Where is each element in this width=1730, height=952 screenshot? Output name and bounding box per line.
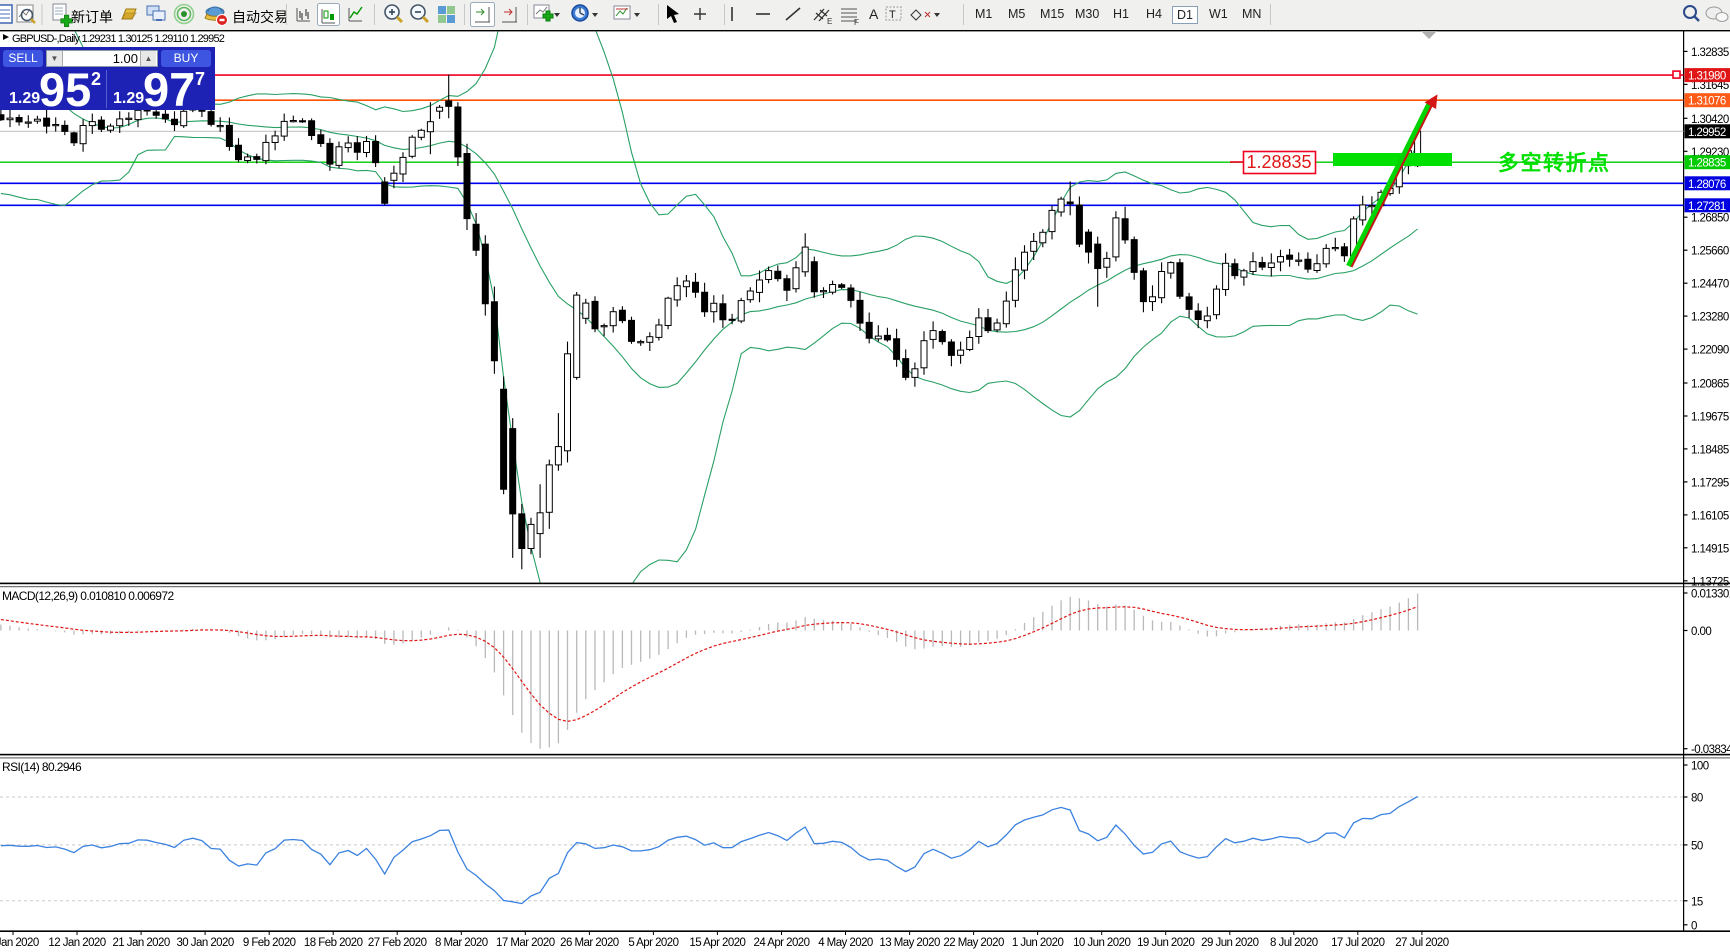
svg-text:26 Mar 2020: 26 Mar 2020: [560, 937, 619, 949]
svg-text:1.24470: 1.24470: [1691, 279, 1729, 291]
svg-text:19 Jun 2020: 19 Jun 2020: [1137, 937, 1194, 949]
svg-text:1.13725: 1.13725: [1691, 576, 1729, 588]
svg-text:MACD(12,26,9) 0.010810 0.00697: MACD(12,26,9) 0.010810 0.006972: [2, 589, 174, 603]
svg-text:1.22090: 1.22090: [1691, 345, 1729, 357]
svg-text:1.20865: 1.20865: [1691, 379, 1729, 391]
svg-text:15: 15: [1691, 896, 1703, 908]
svg-text:多空转折点: 多空转折点: [1498, 151, 1611, 175]
svg-text:1.32835: 1.32835: [1691, 47, 1729, 59]
svg-text:4 May 2020: 4 May 2020: [818, 937, 873, 949]
svg-text:27 Jul 2020: 27 Jul 2020: [1395, 937, 1449, 949]
svg-text:29 Jun 2020: 29 Jun 2020: [1201, 937, 1258, 949]
svg-text:1.28835: 1.28835: [1246, 152, 1311, 172]
svg-text:GBPUSD-,Daily 1.29231 1.30125: GBPUSD-,Daily 1.29231 1.30125 1.29110 1.…: [12, 33, 225, 45]
svg-text:15 Apr 2020: 15 Apr 2020: [689, 937, 745, 949]
svg-text:17 Mar 2020: 17 Mar 2020: [496, 937, 555, 949]
svg-text:1.23280: 1.23280: [1691, 312, 1729, 324]
svg-text:2 Jan 2020: 2 Jan 2020: [0, 937, 39, 949]
svg-text:F: F: [854, 18, 859, 27]
svg-text:8 Jul 2020: 8 Jul 2020: [1270, 937, 1318, 949]
svg-text:0.00: 0.00: [1691, 626, 1711, 638]
svg-text:9 Feb 2020: 9 Feb 2020: [243, 937, 296, 949]
svg-text:1.18485: 1.18485: [1691, 444, 1729, 456]
svg-text:1.28076: 1.28076: [1688, 179, 1726, 191]
svg-text:1.26850: 1.26850: [1691, 213, 1729, 225]
svg-text:27 Feb 2020: 27 Feb 2020: [368, 937, 427, 949]
svg-text:80: 80: [1691, 793, 1703, 805]
svg-text:1.17295: 1.17295: [1691, 477, 1729, 489]
svg-text:1.29952: 1.29952: [1688, 127, 1726, 139]
svg-text:1.31076: 1.31076: [1688, 96, 1726, 108]
svg-text:13 May 2020: 13 May 2020: [879, 937, 940, 949]
svg-text:1.16105: 1.16105: [1691, 510, 1729, 522]
svg-text:12 Jan 2020: 12 Jan 2020: [48, 937, 105, 949]
svg-text:1.30420: 1.30420: [1691, 114, 1729, 126]
svg-text:1.29230: 1.29230: [1691, 147, 1729, 159]
svg-text:24 Apr 2020: 24 Apr 2020: [754, 937, 810, 949]
svg-text:18 Feb 2020: 18 Feb 2020: [304, 937, 363, 949]
svg-text:T: T: [889, 9, 896, 21]
svg-text:1 Jun 2020: 1 Jun 2020: [1012, 937, 1064, 949]
svg-text:1.31645: 1.31645: [1691, 80, 1729, 92]
svg-text:RSI(14) 80.2946: RSI(14) 80.2946: [2, 760, 82, 774]
svg-text:1.28835: 1.28835: [1688, 158, 1726, 170]
svg-text:1.19675: 1.19675: [1691, 412, 1729, 424]
svg-text:30 Jan 2020: 30 Jan 2020: [176, 937, 233, 949]
svg-text:1.31980: 1.31980: [1688, 71, 1726, 83]
svg-text:0.013301: 0.013301: [1691, 589, 1730, 601]
svg-text:0: 0: [1691, 920, 1697, 932]
svg-text:17 Jul 2020: 17 Jul 2020: [1331, 937, 1385, 949]
svg-text:100: 100: [1691, 761, 1709, 773]
svg-text:1.27281: 1.27281: [1688, 201, 1726, 213]
svg-text:50: 50: [1691, 840, 1703, 852]
svg-text:-0.038343: -0.038343: [1691, 744, 1730, 756]
svg-text:8 Mar 2020: 8 Mar 2020: [435, 937, 488, 949]
svg-text:A: A: [869, 6, 879, 22]
svg-text:22 May 2020: 22 May 2020: [943, 937, 1004, 949]
svg-text:21 Jan 2020: 21 Jan 2020: [112, 937, 169, 949]
svg-text:1.14915: 1.14915: [1691, 543, 1729, 555]
svg-text:1.25660: 1.25660: [1691, 246, 1729, 258]
svg-text:5 Apr 2020: 5 Apr 2020: [628, 937, 678, 949]
svg-text:10 Jun 2020: 10 Jun 2020: [1073, 937, 1130, 949]
svg-text:E: E: [827, 17, 832, 26]
